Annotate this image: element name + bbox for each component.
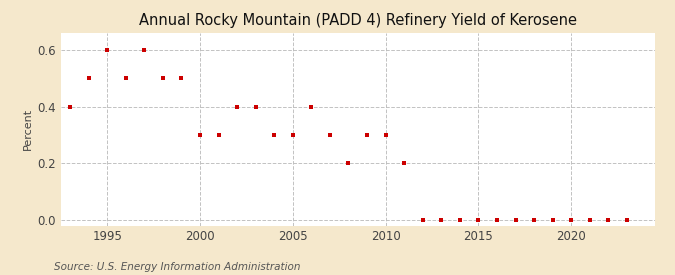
- Point: [269, 133, 279, 137]
- Point: [566, 218, 576, 222]
- Point: [306, 104, 317, 109]
- Point: [510, 218, 521, 222]
- Point: [380, 133, 391, 137]
- Point: [213, 133, 224, 137]
- Point: [194, 133, 205, 137]
- Point: [622, 218, 632, 222]
- Point: [325, 133, 335, 137]
- Point: [83, 76, 94, 81]
- Point: [454, 218, 465, 222]
- Point: [139, 48, 150, 52]
- Point: [585, 218, 595, 222]
- Point: [436, 218, 447, 222]
- Point: [250, 104, 261, 109]
- Point: [547, 218, 558, 222]
- Point: [491, 218, 502, 222]
- Point: [157, 76, 168, 81]
- Point: [399, 161, 410, 166]
- Point: [603, 218, 614, 222]
- Point: [362, 133, 373, 137]
- Point: [120, 76, 131, 81]
- Point: [232, 104, 242, 109]
- Point: [417, 218, 428, 222]
- Point: [343, 161, 354, 166]
- Title: Annual Rocky Mountain (PADD 4) Refinery Yield of Kerosene: Annual Rocky Mountain (PADD 4) Refinery …: [139, 13, 576, 28]
- Point: [473, 218, 484, 222]
- Point: [529, 218, 539, 222]
- Point: [65, 104, 76, 109]
- Point: [176, 76, 187, 81]
- Y-axis label: Percent: Percent: [23, 108, 33, 150]
- Text: Source: U.S. Energy Information Administration: Source: U.S. Energy Information Administ…: [54, 262, 300, 272]
- Point: [288, 133, 298, 137]
- Point: [102, 48, 113, 52]
